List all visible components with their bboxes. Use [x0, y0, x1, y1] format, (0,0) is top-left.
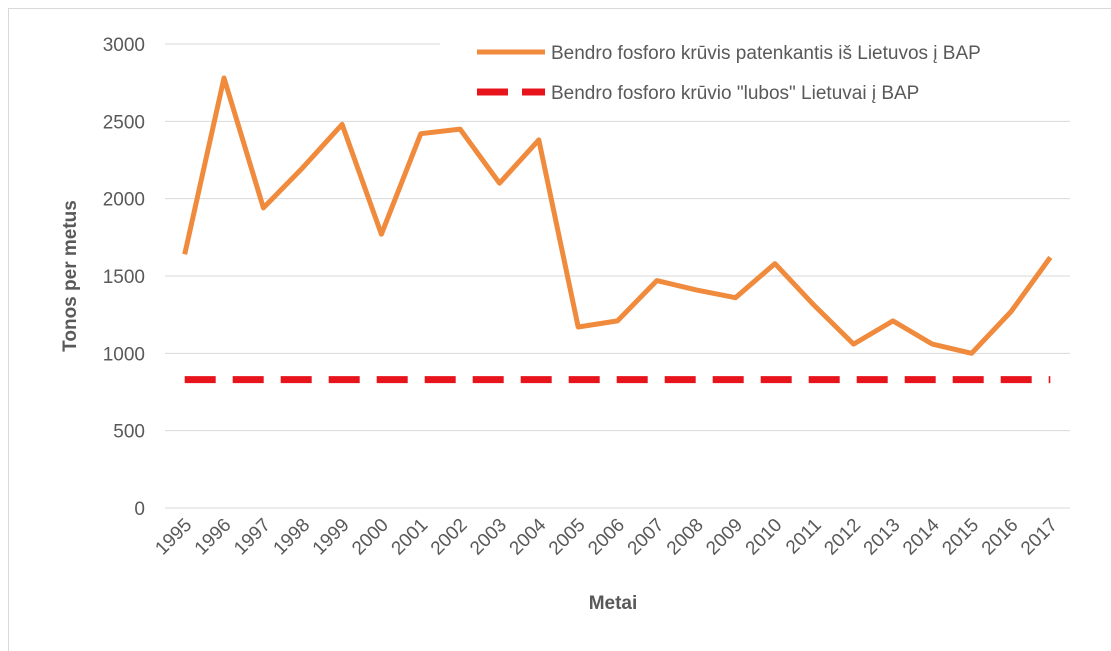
x-tick-label: 2004 [506, 514, 551, 559]
legend-box [440, 26, 1080, 116]
x-tick-label: 1995 [151, 515, 196, 560]
y-tick-label: 1500 [103, 267, 145, 288]
x-tick-label: 2002 [427, 515, 472, 560]
x-tick-label: 2003 [466, 515, 511, 560]
x-tick-label: 2016 [978, 515, 1023, 560]
x-tick-label: 1997 [230, 515, 275, 560]
y-axis-title: Tonos per metus [60, 200, 81, 352]
x-tick-label: 2008 [663, 515, 708, 560]
x-tick-label: 2013 [860, 515, 905, 560]
legend-label: Bendro fosforo krūvis patenkantis iš Lie… [551, 43, 981, 64]
line-series [182, 75, 1053, 356]
x-tick-label: 2000 [348, 515, 393, 560]
x-tick-label: 2001 [388, 515, 433, 560]
y-tick-label: 2500 [103, 112, 145, 133]
y-tick-label: 500 [113, 422, 145, 443]
x-tick-label: 2009 [702, 515, 747, 560]
x-tick-label: 2011 [782, 515, 826, 559]
x-tick-label: 2015 [938, 515, 983, 560]
x-tick-label: 2014 [899, 514, 944, 559]
x-tick-label: 1999 [309, 515, 354, 560]
y-tick-label: 3000 [103, 35, 145, 56]
x-tick-label: 2006 [584, 515, 629, 560]
x-tick-label: 2005 [545, 515, 590, 560]
legend-label: Bendro fosforo krūvio "lubos" Lietuvai į… [551, 83, 919, 104]
x-tick-label: 2010 [742, 515, 787, 560]
x-tick-label: 2017 [1017, 515, 1062, 560]
chart-frame [8, 8, 1111, 651]
y-tick-label: 2000 [103, 190, 145, 211]
x-axis-title: Metai [589, 593, 638, 614]
x-tick-label: 2012 [820, 515, 865, 560]
y-tick-label: 1000 [103, 344, 145, 365]
x-tick-label: 2007 [624, 515, 669, 560]
x-tick-label: 1998 [270, 515, 315, 560]
y-tick-label: 0 [134, 499, 145, 520]
x-tick-label: 1996 [191, 515, 236, 560]
